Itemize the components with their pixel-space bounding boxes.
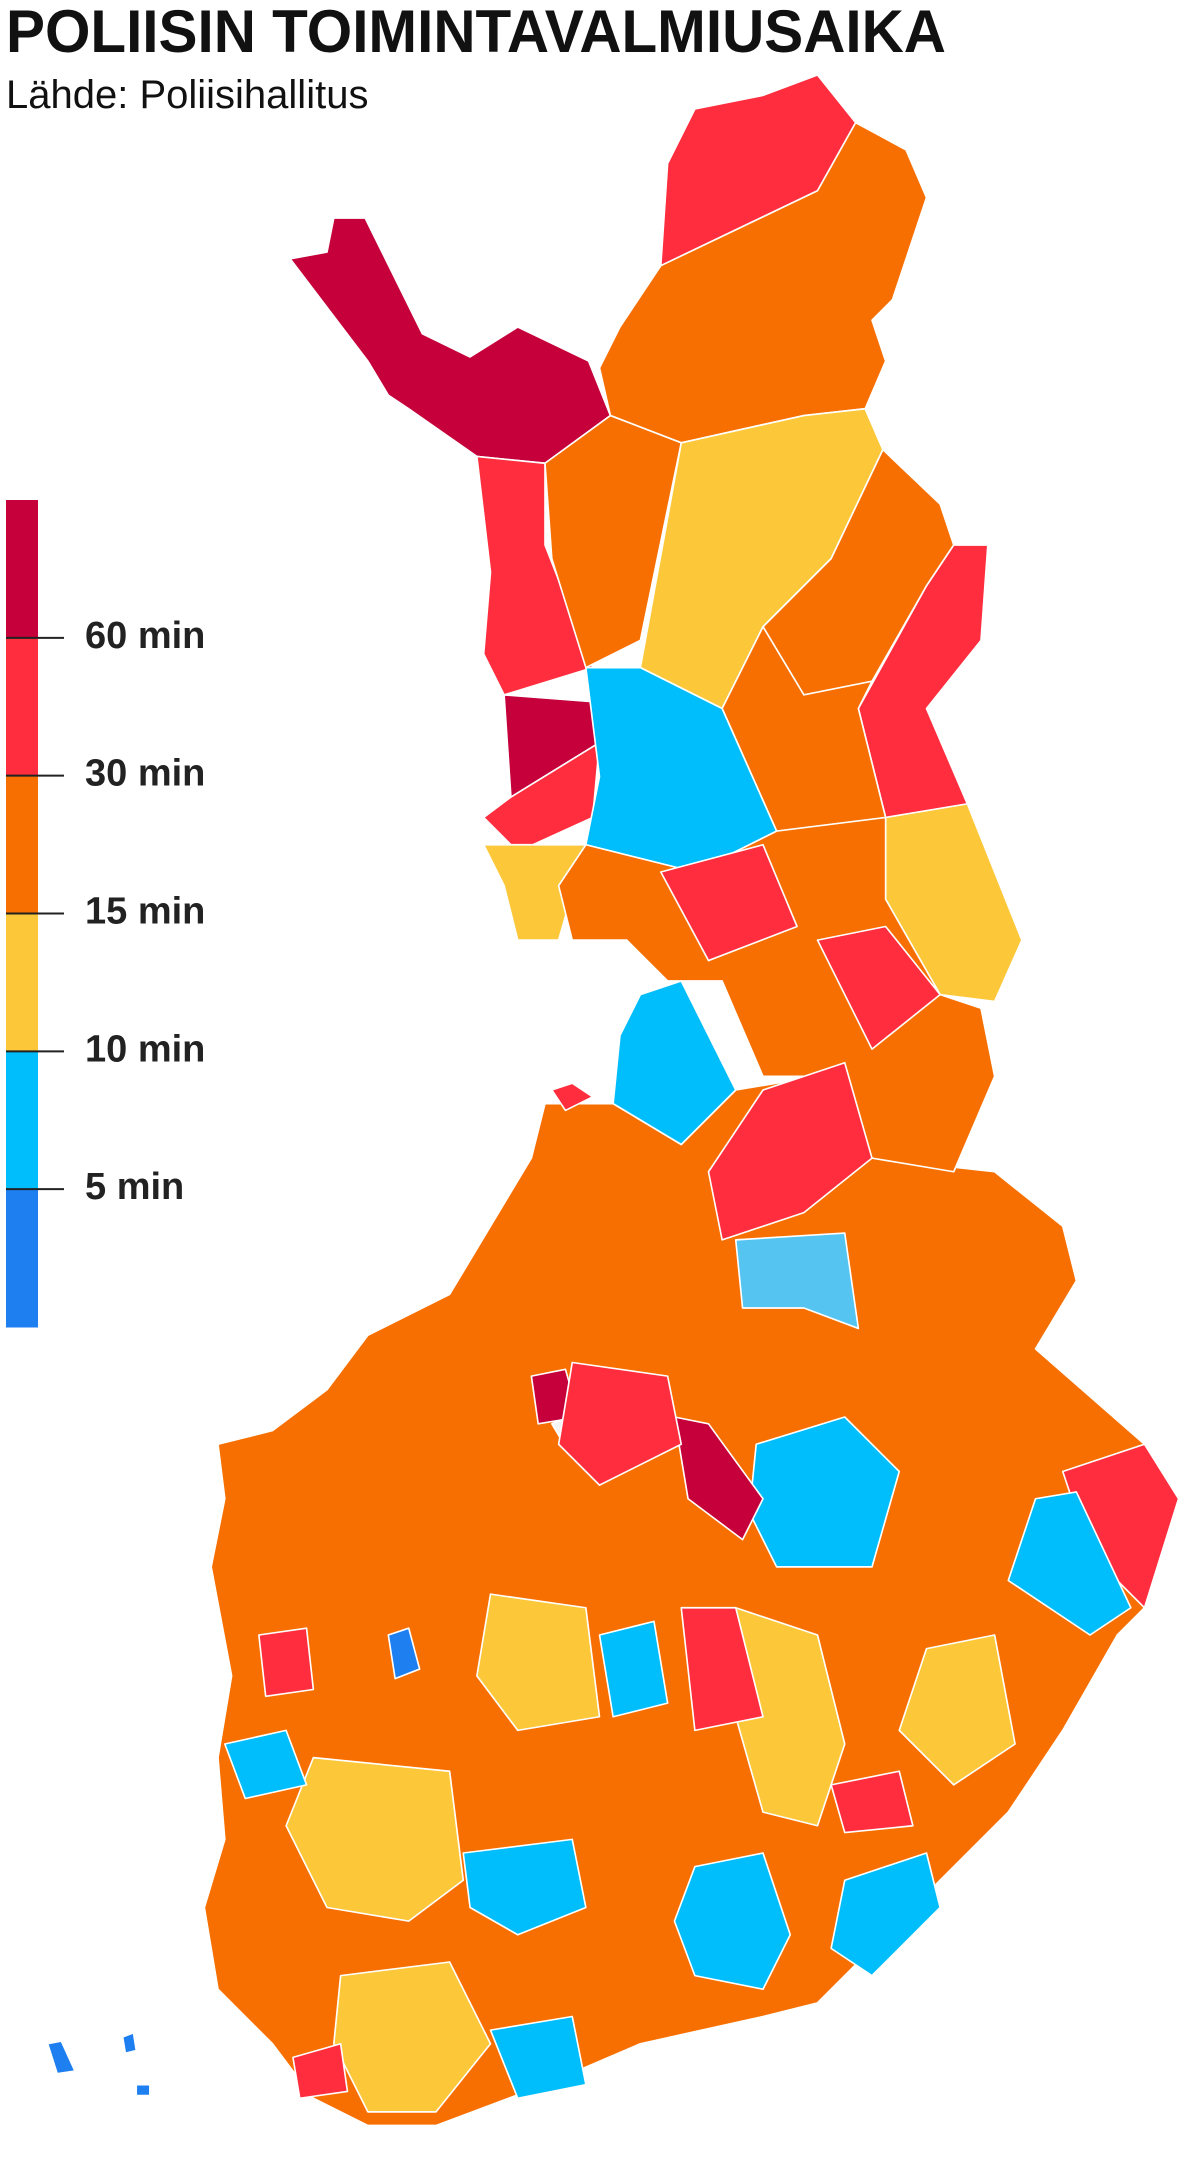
region bbox=[816, 925, 941, 1050]
legend-tick-label: 5 min bbox=[85, 1166, 184, 1208]
legend-swatch bbox=[6, 1189, 38, 1328]
region bbox=[476, 455, 594, 696]
region bbox=[659, 843, 798, 962]
region bbox=[612, 980, 737, 1146]
region bbox=[830, 1770, 914, 1834]
title: POLIISIN TOIMINTAVALMIUSAIKA bbox=[6, 0, 946, 65]
region bbox=[544, 414, 683, 669]
region bbox=[258, 1627, 315, 1698]
region bbox=[898, 1634, 1016, 1786]
legend-swatch bbox=[6, 637, 38, 777]
legend-tick-label: 15 min bbox=[85, 891, 205, 933]
region bbox=[707, 1061, 873, 1241]
legend-tick-label: 10 min bbox=[85, 1028, 205, 1070]
legend-swatch bbox=[6, 1051, 38, 1190]
region bbox=[223, 1729, 308, 1800]
region bbox=[680, 1606, 764, 1732]
region bbox=[673, 1852, 792, 1991]
region bbox=[557, 1361, 683, 1486]
region bbox=[830, 1852, 941, 1977]
region bbox=[482, 741, 601, 853]
island bbox=[135, 2083, 151, 2097]
legend-swatch bbox=[6, 913, 38, 1052]
region bbox=[332, 1961, 492, 2113]
region bbox=[292, 2042, 349, 2100]
subtitle: Lähde: Poliisihallitus bbox=[6, 73, 368, 117]
region bbox=[476, 1593, 601, 1732]
region bbox=[550, 1082, 594, 1112]
region bbox=[598, 1620, 669, 1718]
legend-tick-label: 60 min bbox=[85, 615, 205, 657]
region bbox=[462, 1838, 587, 1936]
region bbox=[734, 1232, 860, 1330]
region bbox=[673, 1416, 764, 1541]
region bbox=[387, 1627, 421, 1680]
region bbox=[289, 217, 612, 465]
legend-swatch bbox=[6, 500, 38, 639]
region bbox=[482, 843, 587, 941]
region bbox=[598, 121, 928, 444]
region bbox=[285, 1756, 465, 1922]
legend-swatch bbox=[6, 775, 38, 914]
island bbox=[121, 2032, 138, 2055]
finland-map bbox=[46, 74, 1180, 2127]
legend-tick-label: 30 min bbox=[85, 753, 205, 795]
legend: 60 min 30 min 15 min 10 min 5 min bbox=[6, 500, 205, 1328]
island bbox=[46, 2040, 76, 2075]
region bbox=[489, 2015, 587, 2100]
region bbox=[1007, 1491, 1132, 1636]
